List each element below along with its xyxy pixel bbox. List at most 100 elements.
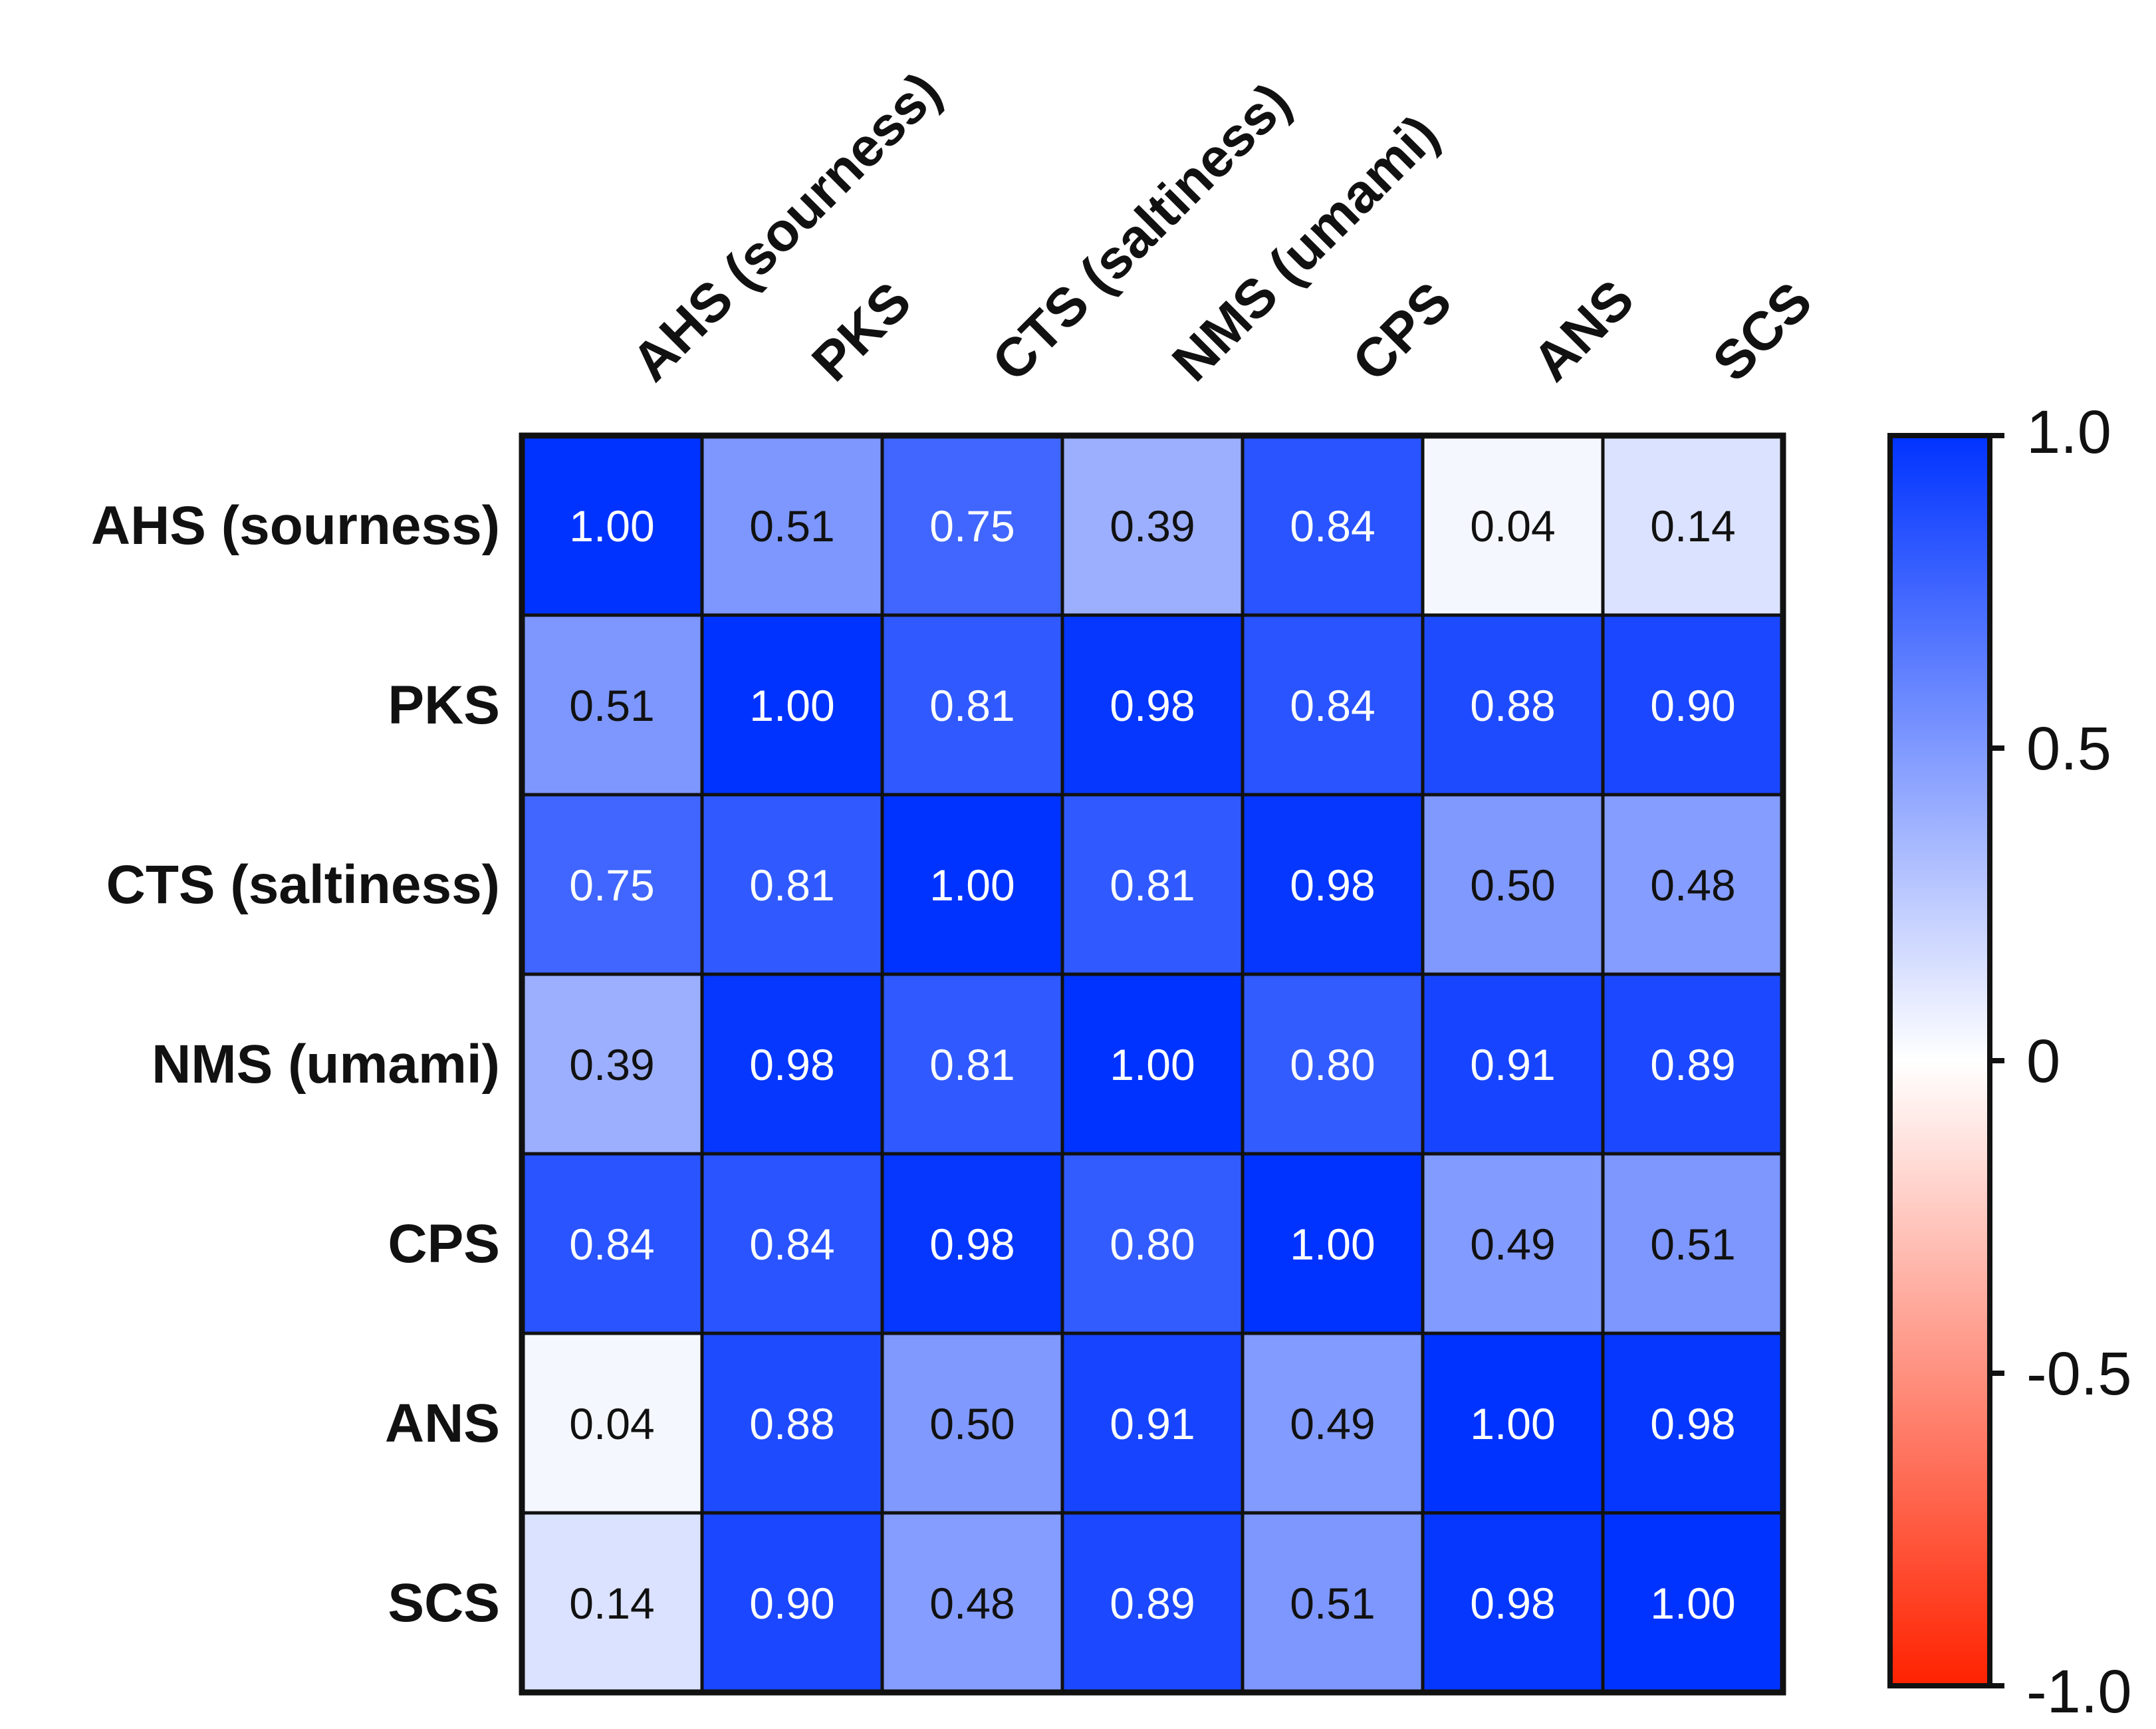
- heatmap-cell: [1421, 1511, 1605, 1694]
- heatmap-value-label: 0.48: [929, 1579, 1015, 1628]
- heatmap-value-label: 0.98: [1110, 681, 1195, 730]
- heatmap-cell: [1241, 793, 1425, 976]
- heatmap-cell: [520, 972, 704, 1156]
- heatmap-value-label: 0.14: [569, 1579, 654, 1628]
- heatmap-value-label: 0.81: [1110, 861, 1195, 910]
- heatmap-cell: [520, 1331, 704, 1515]
- heatmap-cell: [700, 972, 884, 1156]
- row-label: PKS: [388, 675, 500, 735]
- column-label: PKS: [800, 271, 923, 393]
- heatmap-value-label: 0.51: [749, 501, 834, 551]
- row-label: CPS: [388, 1214, 500, 1274]
- heatmap-cell: [1060, 972, 1245, 1156]
- heatmap-value-label: 1.00: [749, 681, 834, 730]
- row-label: AHS (sourness): [91, 495, 500, 556]
- heatmap-value-label: 0.49: [1290, 1399, 1375, 1448]
- colorbar-tick-label: 0: [2026, 1027, 2060, 1095]
- heatmap-value-label: 0.88: [749, 1399, 834, 1448]
- heatmap-value-label: 0.91: [1110, 1399, 1195, 1448]
- column-label: AHS (sourness): [620, 61, 952, 392]
- heatmap-cell: [1601, 1511, 1785, 1694]
- heatmap-value-label: 0.84: [569, 1220, 654, 1269]
- heatmap-cell: [700, 793, 884, 976]
- heatmap-value-label: 0.89: [1650, 1040, 1735, 1089]
- heatmap-cell: [880, 1152, 1064, 1335]
- heatmap-value-label: 0.39: [569, 1040, 654, 1089]
- heatmap-value-label: 0.84: [1290, 501, 1375, 551]
- heatmap-value-label: 0.48: [1650, 861, 1735, 910]
- heatmap-cell: [880, 1511, 1064, 1694]
- heatmap-value-label: 1.00: [1290, 1220, 1375, 1269]
- heatmap-cell: [1241, 613, 1425, 797]
- heatmap-value-label: 0.75: [569, 861, 654, 910]
- heatmap-value-label: 0.98: [1470, 1579, 1555, 1628]
- column-label: CPS: [1341, 271, 1463, 393]
- heatmap-cell: [520, 1511, 704, 1694]
- heatmap-value-label: 0.51: [1290, 1579, 1375, 1628]
- column-label: SCS: [1701, 271, 1824, 393]
- heatmap-value-label: 0.50: [929, 1399, 1015, 1448]
- heatmap-value-label: 0.98: [929, 1220, 1015, 1269]
- heatmap-value-label: 0.14: [1650, 501, 1735, 551]
- heatmap-value-label: 0.51: [569, 681, 654, 730]
- heatmap-cell: [1601, 1331, 1785, 1515]
- heatmap-cells: [519, 432, 1786, 1696]
- row-label: SCS: [388, 1573, 500, 1633]
- column-label: ANS: [1521, 269, 1645, 393]
- heatmap-border: [519, 432, 1786, 1696]
- heatmap-value-label: 0.90: [1650, 681, 1735, 730]
- colorbar: 1.0 0.5 0 -0.5 -1.0: [1887, 398, 2132, 1726]
- heatmap-value-label: 0.75: [929, 501, 1015, 551]
- heatmap-value-label: 0.39: [1110, 501, 1195, 551]
- heatmap-value-labels: 1.00 0.51 0.75 0.39 0.84 0.04 0.14 0.51 1.00 0.81…: [569, 501, 1735, 1628]
- heatmap-cell: [520, 434, 704, 617]
- row-labels: AHS (sourness) PKS CTS (saltiness) NMS (uma…: [91, 495, 500, 1633]
- heatmap-cell: [700, 1331, 884, 1515]
- heatmap-value-label: 0.81: [929, 1040, 1015, 1089]
- heatmap-value-label: 0.80: [1110, 1220, 1195, 1269]
- heatmap-value-label: 1.00: [1650, 1579, 1735, 1628]
- heatmap-value-label: 0.80: [1290, 1040, 1375, 1089]
- heatmap-value-label: 0.98: [1650, 1399, 1735, 1448]
- heatmap-value-label: 1.00: [569, 501, 654, 551]
- heatmap-value-label: 0.88: [1470, 681, 1555, 730]
- colorbar-ticks: 1.0 0.5 0 -0.5 -1.0: [1987, 398, 2132, 1726]
- heatmap-value-label: 1.00: [1470, 1399, 1555, 1448]
- heatmap-value-label: 0.91: [1470, 1040, 1555, 1089]
- heatmap-value-label: 0.84: [1290, 681, 1375, 730]
- heatmap-cell: [1601, 793, 1785, 976]
- heatmap-cell: [1421, 434, 1605, 617]
- heatmap-value-label: 1.00: [1110, 1040, 1195, 1089]
- colorbar-tick-label: 1.0: [2026, 398, 2111, 466]
- colorbar-gradient: [1887, 433, 1992, 1688]
- heatmap-cell: [1601, 972, 1785, 1156]
- heatmap-value-label: 0.89: [1110, 1579, 1195, 1628]
- colorbar-tick-label: -0.5: [2026, 1340, 2132, 1408]
- heatmap-value-label: 0.04: [569, 1399, 654, 1448]
- heatmap-cell: [1421, 793, 1605, 976]
- heatmap-cell: [1421, 972, 1605, 1156]
- heatmap-cell: [1241, 1331, 1425, 1515]
- heatmap-value-label: 0.81: [749, 861, 834, 910]
- colorbar-tick-label: 0.5: [2026, 715, 2111, 783]
- heatmap-value-label: 0.50: [1470, 861, 1555, 910]
- heatmap-value-label: 0.51: [1650, 1220, 1735, 1269]
- heatmap-cell: [700, 434, 884, 617]
- heatmap-value-label: 0.04: [1470, 501, 1555, 551]
- heatmap-value-label: 0.98: [1290, 861, 1375, 910]
- heatmap-value-label: 0.98: [749, 1040, 834, 1089]
- heatmap-cell: [880, 613, 1064, 797]
- colorbar-tick-label: -1.0: [2026, 1658, 2132, 1726]
- column-label: CTS (saltiness): [981, 71, 1302, 392]
- heatmap-cell: [1241, 1511, 1425, 1694]
- row-label: NMS (umami): [152, 1034, 500, 1095]
- heatmap-cell: [1060, 1511, 1245, 1694]
- heatmap-cell: [520, 1152, 704, 1335]
- heatmap-value-label: 0.81: [929, 681, 1015, 730]
- row-label: ANS: [385, 1393, 500, 1454]
- heatmap-cell: [1601, 613, 1785, 797]
- heatmap-value-label: 1.00: [929, 861, 1015, 910]
- row-label: CTS (saltiness): [106, 855, 500, 915]
- column-labels: AHS (sourness)PKS CTS (saltiness)NMS (uma…: [620, 61, 1824, 392]
